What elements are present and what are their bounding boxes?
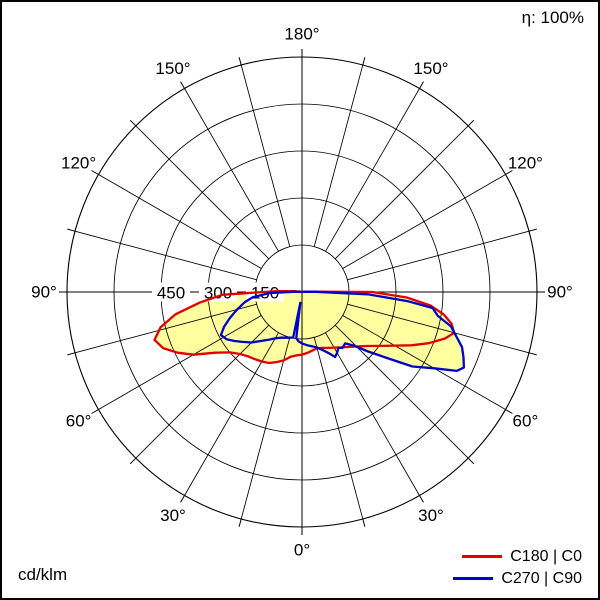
grid-spoke [313,337,364,520]
grid-tick [180,495,185,503]
grid-tick [419,81,424,89]
grid-spoke [347,230,530,281]
grid-spoke [98,315,262,410]
scale-label-450: 450 [157,284,185,303]
units-label: cd/klm [18,565,68,585]
angle-label-30: 30° [418,506,444,525]
angle-label-150-mirror: 150° [155,59,190,78]
grid-tick [238,57,242,66]
legend-label-c180-c0: C180 | C0 [510,547,582,565]
grid-tick [467,457,475,465]
grid-tick [528,228,537,232]
grid-tick [419,495,424,503]
legend: C180 | C0 C270 | C90 [453,548,582,587]
grid-spoke [342,315,506,410]
legend-label-c270-c90: C270 | C90 [501,569,582,587]
legend-swatch-red [462,555,503,558]
grid-tick [362,518,366,527]
angle-label-90: 90° [547,283,573,302]
grid-tick [67,228,76,232]
grid-spoke [135,125,270,260]
angle-label-120: 120° [508,154,543,173]
angle-label-120-mirror: 120° [61,154,96,173]
grid-spoke [240,64,291,247]
angle-label-0: 0° [294,541,310,560]
grid-spoke [184,332,279,496]
angle-label-30-mirror: 30° [160,506,186,525]
grid-tick [129,457,137,465]
grid-tick [129,119,137,127]
grid-tick [505,409,513,414]
grid-spoke [74,303,257,354]
grid-spoke [325,332,420,496]
grid-spoke [334,125,469,260]
angle-label-60: 60° [513,412,539,431]
grid-tick [467,119,475,127]
grid-spoke [325,88,420,252]
grid-tick [238,518,242,527]
grid-tick [91,170,99,175]
grid-tick [67,352,76,356]
grid-spoke [342,174,506,269]
grid-spoke [74,230,257,281]
grid-spoke [184,88,279,252]
angle-label-180: 180° [284,25,319,44]
grid-spoke [98,174,262,269]
angle-label-150: 150° [413,59,448,78]
legend-swatch-blue [453,577,494,580]
grid-tick [528,352,537,356]
grid-spoke [313,64,364,247]
grid-spoke [135,324,270,459]
distribution-curve-c270-c90 [219,290,466,373]
grid-spoke [240,337,291,520]
grid-tick [505,170,513,175]
grid-tick [362,57,366,66]
angle-label-90-mirror: 90° [31,283,57,302]
efficiency-label: η: 100% [521,8,584,27]
legend-item-c270-c90: C270 | C90 [453,570,582,587]
grid-spoke [347,303,530,354]
scale-label-bg [152,282,190,302]
angle-label-60-mirror: 60° [66,412,92,431]
grid-tick [91,409,99,414]
distribution-fill-1 [220,291,464,371]
grid-tick [180,81,185,89]
scale-label-bg [199,282,237,302]
legend-item-c180-c0: C180 | C0 [453,548,582,565]
